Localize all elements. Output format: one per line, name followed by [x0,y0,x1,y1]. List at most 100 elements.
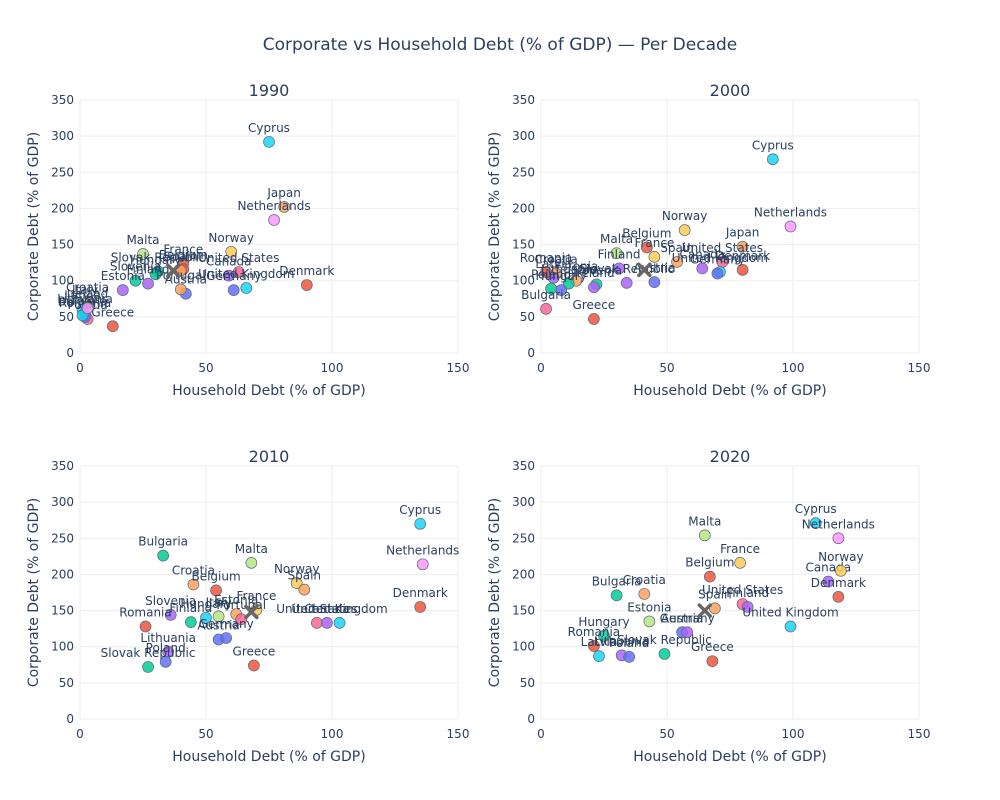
y-tick-label: 250 [512,165,535,179]
data-point [139,620,152,633]
y-tick-label: 50 [520,676,535,690]
data-point-label: Malta [235,542,268,556]
x-tick-label: 100 [321,727,344,741]
y-tick-label: 150 [512,238,535,252]
data-point [736,264,749,276]
data-point [678,224,691,236]
data-point-label: United States [702,583,783,597]
data-point [832,532,845,545]
y-tick-label: 100 [51,640,74,654]
x-tick-label: 0 [537,361,545,375]
data-point-label: United States [682,241,763,255]
x-axis-label: Household Debt (% of GDP) [633,383,826,399]
y-axis-label: Corporate Debt (% of GDP) [26,498,42,687]
data-point-label: Netherlands [754,206,827,220]
data-point [696,262,709,275]
y-tick-label: 200 [512,201,535,215]
y-tick-label: 300 [512,129,535,143]
data-point-label: Malta [688,514,721,528]
data-point [116,284,129,296]
y-tick-label: 350 [512,459,535,473]
data-point-label: Romania [59,296,111,310]
subplot-title: 2010 [249,447,290,466]
data-point [822,575,835,588]
mean-marker-stroke [244,604,259,620]
data-point [658,648,671,660]
data-point [588,281,600,294]
data-point [809,517,822,529]
y-tick-label: 0 [527,346,535,360]
x-tick-label: 150 [908,361,931,375]
data-point-label: Japan [725,226,759,240]
data-point [766,153,779,166]
data-point-label: Croatia [66,281,109,295]
data-point-label: Greece [691,640,734,654]
data-point-label: Greece [91,305,134,319]
x-axis-label: Household Debt (% of GDP) [172,383,365,399]
y-tick-label: 150 [51,604,74,618]
data-point-label: Bulgaria [138,535,188,549]
x-tick-label: 50 [198,361,213,375]
data-point [681,626,694,639]
data-point-label: Cyprus [399,503,441,517]
data-point-label: Slovak Republic [617,633,712,647]
mean-marker-stroke [697,603,713,618]
data-point-label: Portugal [216,598,266,612]
data-point [547,271,560,284]
y-tick-label: 350 [51,93,74,107]
data-point-label: Bulgaria [592,574,642,588]
data-point [648,251,661,263]
y-tick-label: 100 [512,274,535,288]
data-point-label: Belgium [159,248,208,262]
data-point-label: Lithuania [140,631,196,645]
subplot-title: 2020 [710,447,751,466]
data-point [149,268,162,281]
mean-marker-stroke [637,262,652,278]
data-point [588,313,600,325]
data-point-label: France [163,242,203,256]
data-point-label: Lithuania [594,634,650,648]
x-tick-label: 50 [198,727,213,741]
data-point-label: Denmark [279,264,334,278]
data-point-label: Spain [164,250,198,264]
x-tick-label: 100 [782,727,805,741]
data-point-label: Norway [208,231,254,245]
y-tick-label: 200 [51,567,74,581]
y-tick-label: 50 [59,676,74,690]
data-point-label: Hungary [578,615,629,629]
data-point [227,284,240,296]
data-point-label: Poland [609,636,649,650]
data-point-label: Portugal [156,268,206,282]
data-point [736,240,749,253]
data-point-label: France [720,542,760,556]
data-point [835,564,847,577]
data-point-label: Hungary [536,269,587,283]
y-tick-label: 0 [66,712,74,726]
data-point-label: Norway [274,562,320,576]
data-point-label: Finland [598,247,641,261]
data-point-label: Latvia [535,257,572,271]
data-point [711,267,724,280]
data-point [545,282,557,295]
y-axis-label: Corporate Debt (% of GDP) [487,498,503,687]
data-point [784,620,797,633]
x-tick-label: 150 [908,727,931,741]
data-point [157,549,170,562]
data-point [187,578,200,591]
data-point [613,262,625,275]
y-tick-label: 150 [512,604,535,618]
data-point [212,610,225,623]
x-axis-label: Household Debt (% of GDP) [172,749,365,765]
data-point [164,609,177,621]
data-point-label: Bulgaria [58,294,108,308]
mean-marker-icon [697,603,713,618]
data-point [741,601,754,613]
data-point-label: Latvia [581,635,618,649]
data-point-label: Canada [304,602,350,616]
y-tick-label: 200 [512,567,535,581]
data-point-label: Canada [679,247,725,261]
data-point-label: Finland [169,601,212,615]
y-tick-label: 0 [527,712,535,726]
data-point-label: Belgium [191,569,240,583]
